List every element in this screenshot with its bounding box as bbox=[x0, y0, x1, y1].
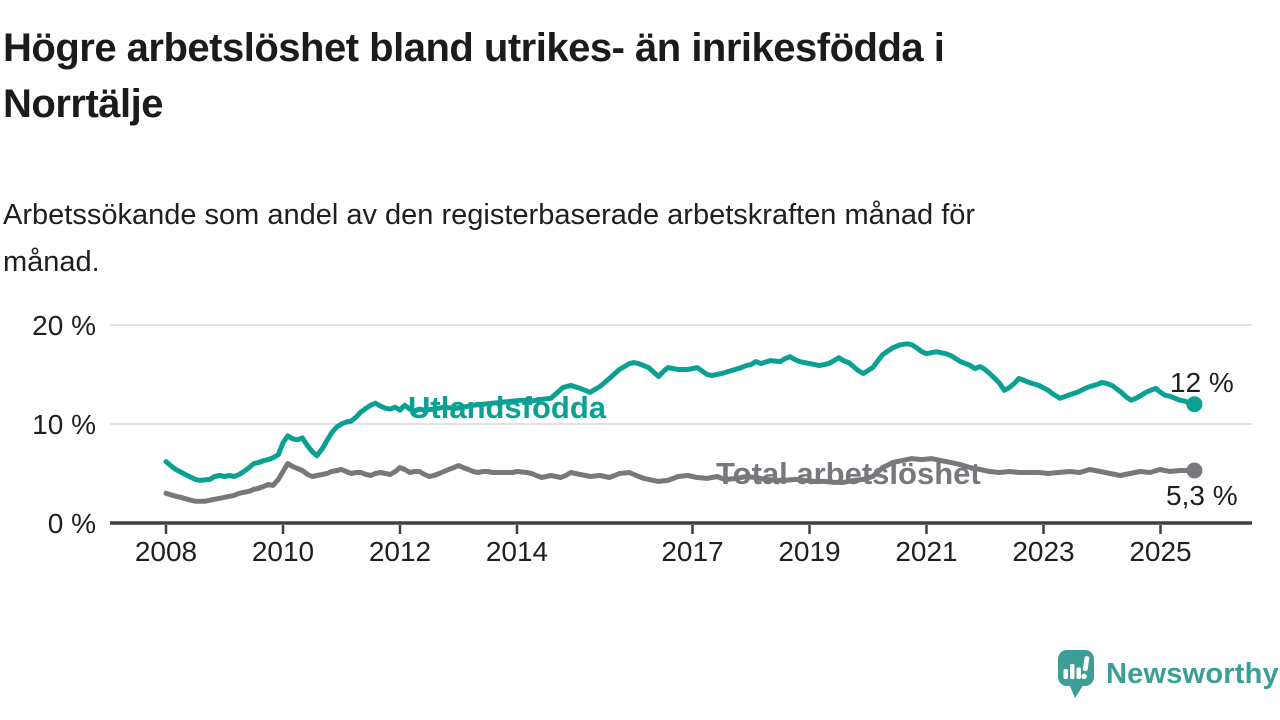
series-line-total bbox=[163, 456, 1197, 504]
newsworthy-brand: Newsworthy bbox=[1056, 648, 1280, 700]
chart-subtitle-line1: Arbetssökande som andel av den registerb… bbox=[3, 199, 976, 231]
series-label-utlandsfodda: Utlandsfödda bbox=[408, 390, 607, 425]
series-label-total: Total arbetslöshet bbox=[716, 456, 981, 491]
chart-title-line1: Högre arbetslöshet bland utrikes- än inr… bbox=[3, 26, 945, 70]
x-tick-label-2008: 2008 bbox=[135, 536, 197, 567]
end-value-label-total: 5,3 % bbox=[1166, 480, 1238, 511]
end-value-label-utlandsfodda: 12 % bbox=[1170, 367, 1234, 398]
y-tick-label-0: 0 % bbox=[48, 508, 96, 539]
x-tick-label-2017: 2017 bbox=[661, 536, 723, 567]
x-tick-label-2021: 2021 bbox=[895, 536, 957, 567]
chart-title-line2: Norrtälje bbox=[3, 82, 164, 126]
brand-name: Newsworthy bbox=[1106, 657, 1279, 690]
series-line-utlandsfodda bbox=[163, 341, 1197, 483]
x-tick-label-2025: 2025 bbox=[1129, 536, 1191, 567]
y-tick-label-20: 20 % bbox=[32, 310, 96, 341]
x-tick-label-2010: 2010 bbox=[252, 536, 314, 567]
chart-title: Högre arbetslöshet bland utrikes- än inr… bbox=[3, 20, 1233, 132]
x-tick-label-2019: 2019 bbox=[778, 536, 840, 567]
x-tick-label-2014: 2014 bbox=[486, 536, 548, 567]
chart-subtitle: Arbetssökande som andel av den registerb… bbox=[3, 192, 1203, 286]
newsworthy-logo-icon bbox=[1058, 650, 1094, 698]
series-end-dot-utlandsfodda bbox=[1186, 396, 1203, 413]
x-tick-label-2023: 2023 bbox=[1012, 536, 1074, 567]
chart-subtitle-line2: månad. bbox=[3, 246, 100, 278]
y-tick-label-10: 10 % bbox=[32, 409, 96, 440]
series-end-dot-total bbox=[1186, 462, 1203, 479]
x-tick-label-2012: 2012 bbox=[369, 536, 431, 567]
